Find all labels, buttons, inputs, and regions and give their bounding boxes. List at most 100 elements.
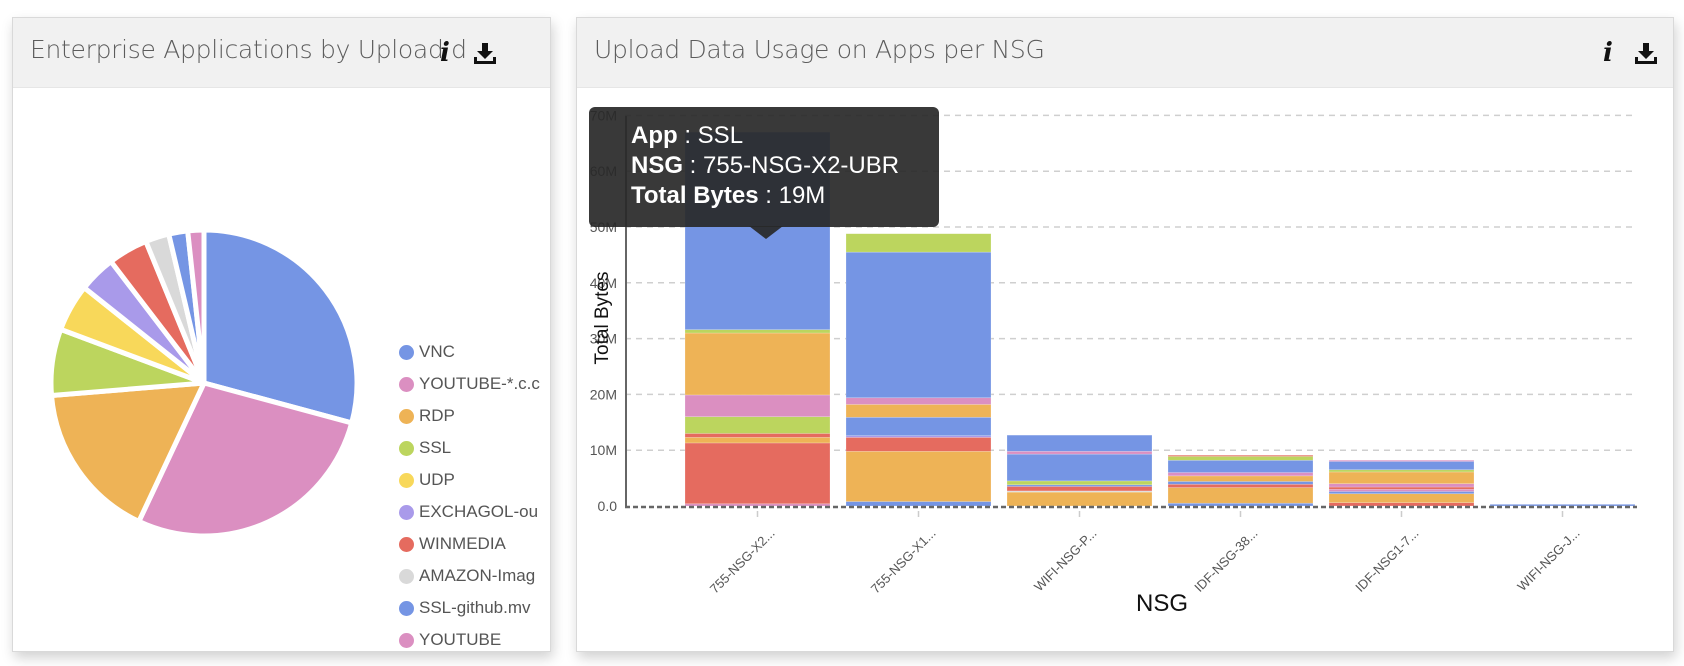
legend-item[interactable]: AMAZON-Imag	[399, 560, 549, 592]
tooltip-bytes-value: 19M	[778, 182, 826, 209]
bar-segment[interactable]	[1167, 475, 1314, 482]
bar-2[interactable]	[1006, 434, 1153, 507]
tooltip-app-label: App	[631, 122, 678, 149]
pie-slice-rdp[interactable]	[49, 380, 207, 524]
bar-segment[interactable]	[1328, 488, 1475, 492]
bar-segment[interactable]	[684, 433, 831, 438]
bar-segment[interactable]	[845, 397, 992, 405]
bar-segment[interactable]	[1167, 454, 1314, 457]
bar-segment[interactable]	[1328, 461, 1475, 471]
legend-label: UDP	[419, 470, 455, 489]
legend-label: AMAZON-Imag	[419, 566, 536, 585]
pie-legend: VNC YOUTUBE-*.c.c RDP SSL UDP EXCHAGOL-ou WINM…	[399, 336, 549, 651]
bar-1[interactable]	[845, 233, 992, 507]
legend-dot-icon	[399, 568, 414, 584]
bar-4[interactable]	[1328, 459, 1475, 507]
chart-tooltip: App : SSL NSG : 755-NSG-X2-UBR Total Byt…	[589, 107, 939, 227]
legend-item[interactable]: UDP	[399, 464, 549, 496]
bar-segment[interactable]	[845, 251, 992, 399]
y-tick-label: 20M	[590, 386, 617, 402]
bar-segment[interactable]	[1006, 491, 1153, 507]
info-icon[interactable]: i	[440, 38, 450, 68]
bar-segment[interactable]	[845, 451, 992, 502]
bar-segment[interactable]	[684, 329, 831, 334]
bar-segment[interactable]	[1328, 471, 1475, 484]
bar-segment[interactable]	[845, 233, 992, 253]
x-tick-label: WIFI-NSG-J...	[1514, 526, 1582, 594]
bar-segment[interactable]	[684, 442, 831, 505]
bar-segment[interactable]	[1167, 472, 1314, 477]
bar-3[interactable]	[1167, 454, 1314, 507]
bar-segment[interactable]	[684, 394, 831, 418]
bar-segment[interactable]	[1328, 469, 1475, 473]
bar-5[interactable]	[1489, 504, 1636, 507]
y-tick-label: 40M	[590, 275, 617, 291]
tooltip-bytes-label: Total Bytes	[631, 182, 759, 209]
bar-segment[interactable]	[684, 332, 831, 396]
bar-segment[interactable]	[1167, 456, 1314, 461]
legend-dot-icon	[399, 504, 414, 520]
bar-segment[interactable]	[1328, 502, 1475, 507]
panel-header: Upload Data Usage on Apps per NSG i	[577, 18, 1673, 88]
bar-segment[interactable]	[1489, 504, 1636, 507]
legend-item[interactable]: RDP	[399, 400, 549, 432]
tooltip-sep: :	[758, 182, 779, 209]
bar-segment[interactable]	[1328, 493, 1475, 503]
bar-segment[interactable]	[845, 404, 992, 418]
x-tick-label: 755-NSG-X2...	[707, 526, 778, 597]
legend-dot-icon	[399, 472, 414, 488]
pie-chart[interactable]	[13, 88, 550, 648]
bar-segment[interactable]	[845, 437, 992, 452]
legend-dot-icon	[399, 408, 414, 424]
bar-segment[interactable]	[1006, 480, 1153, 486]
y-axis-label: Total Bytes	[592, 272, 613, 365]
x-tick-label: 755-NSG-X1...	[868, 526, 939, 597]
legend-item[interactable]: YOUTUBE	[399, 624, 549, 651]
legend-label: YOUTUBE-*.c.c	[419, 374, 540, 393]
bar-segment[interactable]	[684, 416, 831, 434]
bar-segment[interactable]	[1328, 459, 1475, 462]
bar-segment[interactable]	[684, 503, 831, 507]
bar-segment[interactable]	[1006, 451, 1153, 455]
bar-segment[interactable]	[1328, 491, 1475, 495]
legend-label: WINMEDIA	[419, 534, 506, 553]
bar-segment[interactable]	[1167, 483, 1314, 488]
y-tick-label: 10M	[590, 442, 617, 458]
pie-slice-youtube[interactable]	[185, 227, 207, 386]
bar-segment[interactable]	[1006, 434, 1153, 452]
bar-segment[interactable]	[845, 416, 992, 436]
legend-item[interactable]: WINMEDIA	[399, 528, 549, 560]
bar-segment[interactable]	[1167, 481, 1314, 485]
pie-slice-vnc[interactable]	[201, 227, 360, 426]
bar-segment[interactable]	[684, 437, 831, 444]
info-icon[interactable]: i	[1603, 38, 1613, 68]
legend-item[interactable]: EXCHAGOL-ou	[399, 496, 549, 528]
x-tick-label: IDF-NSG1-7...	[1352, 526, 1421, 595]
bar-segment[interactable]	[1328, 483, 1475, 488]
bar-segment[interactable]	[1006, 453, 1153, 482]
bar-segment[interactable]	[1167, 487, 1314, 504]
bar-segment[interactable]	[1167, 459, 1314, 473]
bar-segment[interactable]	[1167, 502, 1314, 507]
bar-segment[interactable]	[845, 501, 992, 507]
legend-label: SSL-github.mv	[419, 598, 531, 617]
legend-item[interactable]: VNC	[399, 336, 549, 368]
legend-label: SSL	[419, 438, 452, 457]
tooltip-app-value: SSL	[697, 122, 744, 149]
legend-dot-icon	[399, 536, 414, 552]
bar-segment[interactable]	[1006, 486, 1153, 492]
legend-item[interactable]: SSL	[399, 432, 549, 464]
bar-segment[interactable]	[1328, 486, 1475, 490]
download-icon[interactable]	[1632, 38, 1660, 68]
legend-item[interactable]: YOUTUBE-*.c.c	[399, 368, 549, 400]
download-icon[interactable]	[471, 38, 499, 68]
y-tick-label: 0.0	[598, 498, 618, 514]
legend-dot-icon	[399, 440, 414, 456]
tooltip-sep: :	[677, 122, 698, 149]
legend-label: RDP	[419, 406, 455, 425]
tooltip-arrow	[749, 226, 783, 239]
pie-slice-youtube-c-c[interactable]	[136, 380, 355, 539]
legend-label: VNC	[419, 342, 455, 361]
legend-dot-icon	[399, 344, 414, 360]
legend-item[interactable]: SSL-github.mv	[399, 592, 549, 624]
